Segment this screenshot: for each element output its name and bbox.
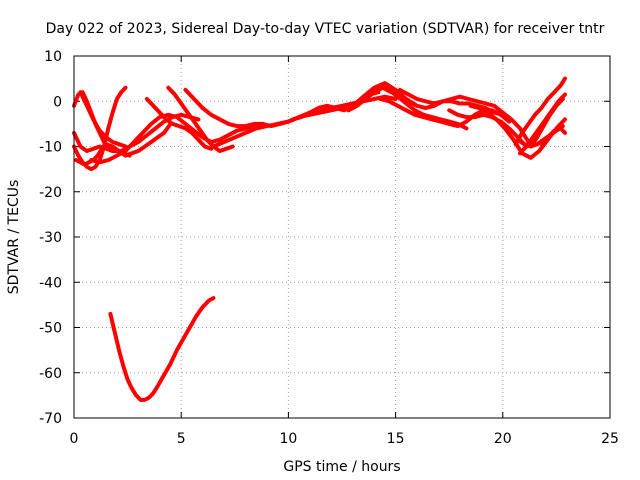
x-tick-label: 10 xyxy=(279,431,297,447)
y-tick-label: -70 xyxy=(39,411,62,427)
series-line-arc-5 xyxy=(78,90,128,149)
y-tick-label: -40 xyxy=(39,275,62,291)
y-tick-label: 10 xyxy=(44,49,62,65)
x-tick-label: 20 xyxy=(494,431,512,447)
series-line-arc-9 xyxy=(166,85,235,153)
x-tick-label: 0 xyxy=(70,431,79,447)
y-tick-label: -60 xyxy=(39,366,62,382)
series-line-arc-20 xyxy=(513,76,567,147)
y-tick-label: -50 xyxy=(39,321,62,337)
x-tick-label: 15 xyxy=(387,431,405,447)
y-tick-label: -20 xyxy=(39,185,62,201)
chart-title: Day 022 of 2023, Sidereal Day-to-day VTE… xyxy=(46,21,605,37)
series-line-arc-15 xyxy=(361,83,469,131)
series-line-arc-25 xyxy=(108,296,216,402)
y-axis-label: SDTVAR / TECUs xyxy=(6,180,22,295)
series-line-arc-23 xyxy=(528,97,565,149)
series-line-arc-18 xyxy=(447,108,529,149)
series-line-arc-7 xyxy=(119,112,201,153)
plot-frame xyxy=(73,55,611,419)
series-line-arc-17 xyxy=(397,87,531,144)
y-tick-label: 0 xyxy=(53,94,62,110)
series-group xyxy=(72,76,567,402)
series-line-arc-10 xyxy=(183,87,291,129)
x-axis-label: GPS time / hours xyxy=(283,459,400,475)
y-tick-label: -30 xyxy=(39,230,62,246)
series-line-arc-11 xyxy=(211,94,398,149)
series-line-arc-4 xyxy=(74,142,121,167)
series-line-arc-24 xyxy=(539,126,567,147)
x-tick-label: 25 xyxy=(601,431,619,447)
x-tick-label: 5 xyxy=(177,431,186,447)
series-line-arc-8 xyxy=(144,97,214,151)
y-tick-label: -10 xyxy=(39,140,62,156)
series-line-arc-16 xyxy=(378,97,512,129)
axis-ticks: 0 5 10 15 20 25 -70 -60 -50 -40 -30 -20 -10 0 10 xyxy=(39,49,619,447)
